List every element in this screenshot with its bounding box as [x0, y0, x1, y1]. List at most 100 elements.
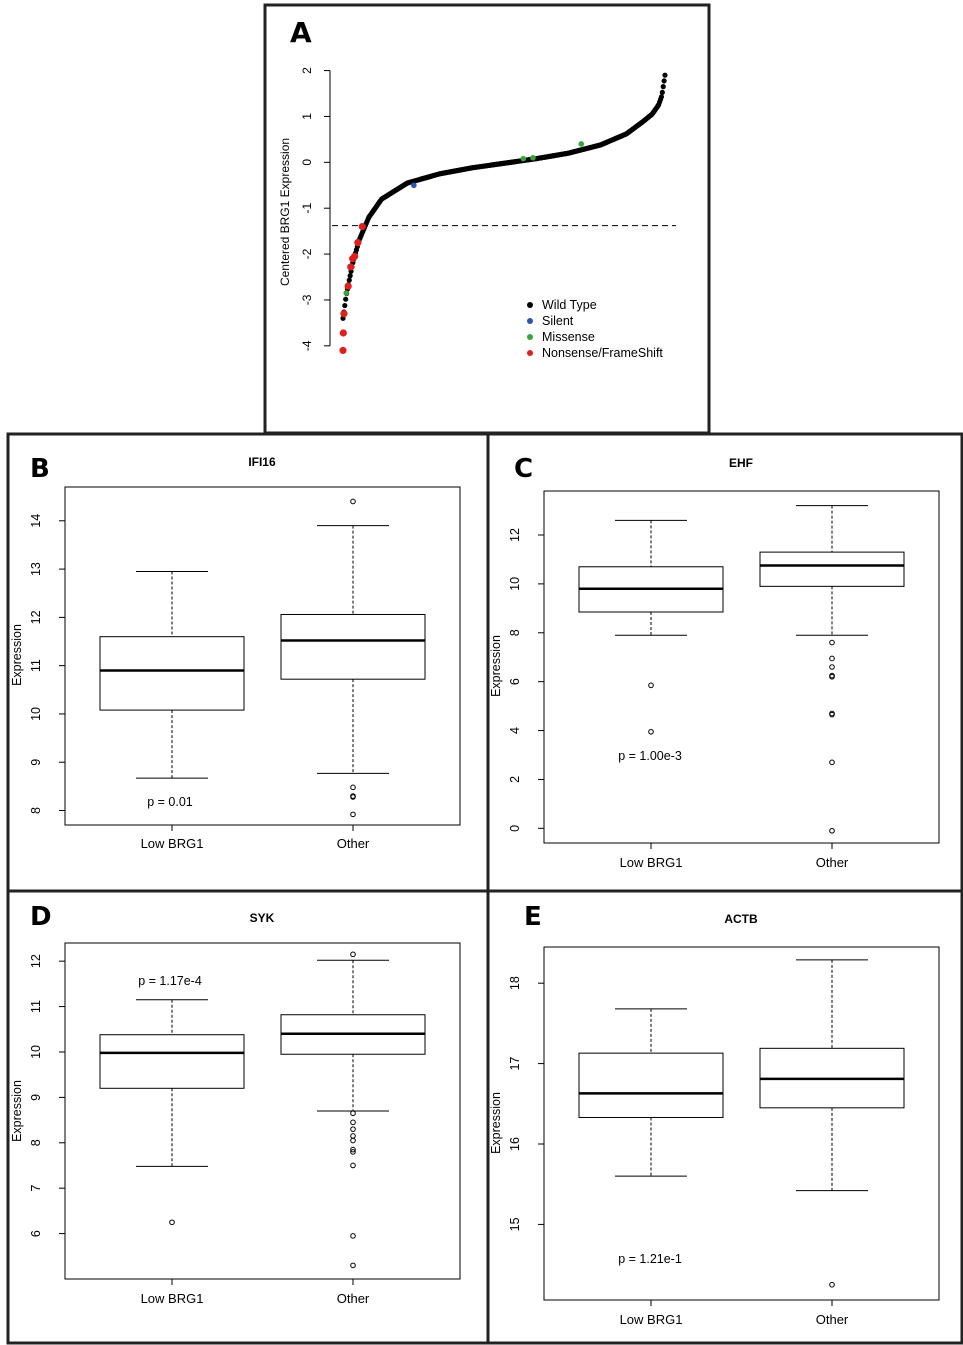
legend-missense-label: Missense — [542, 330, 595, 344]
legend-nonsense-label: Nonsense/FrameShift — [542, 346, 663, 360]
legend-silent-label: Silent — [542, 314, 574, 328]
panel-a-ylabel: Centered BRG1 Expression — [278, 138, 292, 286]
panel-c-ylabel: Expression — [489, 635, 503, 697]
panel-a-nonsense-frameshift-point — [347, 263, 355, 271]
panel-d-xtick-label: Low BRG1 — [141, 1291, 204, 1306]
panel-a-missense-point — [343, 290, 350, 296]
panel-d-other-outlier — [350, 1133, 356, 1139]
panel-d-other-outlier — [350, 1137, 356, 1144]
panel-b-other-box — [280, 613, 426, 680]
panel-b-other-outlier — [350, 498, 356, 505]
panel-a-ytick-label: 1 — [300, 113, 314, 120]
panel-a-wild-type-point — [660, 84, 666, 90]
panel-b-ytick-label: 14 — [29, 514, 43, 528]
legend-missense-marker — [527, 334, 533, 340]
panel-d-letter: D — [30, 902, 52, 932]
panel-a-wild-type-point — [343, 296, 349, 302]
panel-d-other-outlier — [350, 1146, 356, 1153]
panel-a-ytick-label: 2 — [300, 67, 314, 74]
panel-b-ytick-label: 12 — [29, 610, 43, 624]
panel-a-ytick-label: 0 — [300, 159, 314, 166]
panel-e-low-brg1-box — [578, 1052, 724, 1118]
panel-a-wild-type-point — [661, 78, 667, 84]
panel-a-missense-point — [578, 141, 585, 147]
panel-c-other-box — [759, 551, 905, 587]
panel-d-low-brg1-box — [99, 1034, 245, 1089]
panel-d-title: SYK — [250, 911, 275, 925]
panel-c-ytick-label: 10 — [508, 577, 522, 591]
panel-c-ytick-label: 8 — [508, 629, 522, 636]
panel-a-letter: A — [290, 16, 312, 49]
panel-a-scatter-plot: Centered BRG1 Expression Wild Type Silen… — [278, 67, 676, 360]
panel-e-ytick-label: 15 — [508, 1217, 522, 1231]
panel-e-title: ACTB — [724, 912, 758, 926]
panel-d-plot-frame — [64, 942, 461, 1280]
panel-c-other-outlier — [829, 664, 835, 670]
panel-c-other-outlier — [829, 639, 835, 646]
panel-b-ytick-label: 8 — [29, 807, 43, 814]
panel-c-other-outlier — [829, 655, 835, 662]
panel-d-other-outlier — [350, 1162, 356, 1169]
panel-e-xtick-label: Low BRG1 — [620, 1312, 683, 1327]
panel-d-ytick-label: 11 — [29, 1000, 43, 1013]
panel-d-ytick-label: 9 — [29, 1094, 43, 1101]
panel-c-letter: C — [514, 454, 533, 484]
panel-c-ytick-label: 12 — [508, 528, 522, 542]
panel-b-pvalue: p = 0.01 — [147, 795, 193, 809]
panel-a-nonsense-frameshift-point — [350, 252, 359, 260]
panel-c-ytick-label: 6 — [508, 678, 522, 685]
panel-d-ytick-label: 6 — [29, 1230, 43, 1237]
panel-a-ytick-label: -3 — [300, 294, 314, 305]
panel-b-xtick-label: Other — [337, 836, 370, 851]
panel-a-ytick-label: -1 — [300, 203, 314, 214]
panel-b-other-outlier — [350, 811, 356, 818]
panel-d-pvalue: p = 1.17e-4 — [138, 974, 202, 988]
panel-a-wild-type-point — [347, 273, 353, 279]
panel-a-missense-point — [520, 155, 527, 162]
panel-e-plot-frame — [543, 946, 940, 1301]
panel-a-wild-type-point — [659, 89, 665, 95]
panel-e-other-outlier — [829, 1281, 835, 1288]
panel-d-other-outlier — [350, 1233, 356, 1239]
panel-e-ytick-label: 18 — [508, 976, 522, 990]
panel-b-low-brg1-box — [99, 636, 245, 711]
panel-a-wild-type-point — [342, 302, 348, 309]
panel-b-ytick-label: 11 — [29, 659, 43, 672]
panel-a-nonsense-frameshift-point — [344, 282, 352, 290]
panel-c-xtick-label: Other — [816, 855, 849, 870]
panel-c-other-outlier — [829, 759, 835, 766]
panel-d-xtick-label: Other — [337, 1291, 370, 1306]
panel-d-low-brg1-outlier — [169, 1219, 175, 1226]
panel-b-xtick-label: Low BRG1 — [141, 836, 204, 851]
panel-d-ylabel: Expression — [10, 1080, 24, 1142]
panel-c-low-brg1-outlier — [648, 728, 654, 735]
panel-d-ytick-label: 10 — [29, 1045, 43, 1059]
panel-c-low-brg1-outlier — [648, 682, 654, 689]
panel-a-nonsense-frameshift-point — [358, 222, 366, 231]
panel-b-plot-frame — [64, 486, 461, 826]
panel-e-ytick-label: 17 — [508, 1057, 522, 1071]
panel-c-pvalue: p = 1.00e-3 — [618, 749, 682, 763]
panel-a-ytick-label: -2 — [300, 248, 314, 259]
panel-c-ytick-label: 2 — [508, 776, 522, 783]
panel-e-pvalue: p = 1.21e-1 — [618, 1252, 682, 1266]
panel-a-ytick-label: -4 — [300, 340, 314, 351]
panel-a-nonsense-frameshift-point — [339, 329, 347, 337]
panel-b-other-outlier — [350, 794, 356, 800]
panel-d-ytick-label: 12 — [29, 954, 43, 968]
panel-a-wild-type-point — [346, 277, 352, 283]
panel-d-frame — [6, 889, 490, 1345]
panel-a-legend: Wild Type Silent Missense Nonsense/Frame… — [527, 298, 663, 360]
panel-a-silent-point — [411, 182, 417, 189]
panel-b-boxplot: IFI16 Expression p = 0.01 8 9 10 11 12 13 14 Lo… — [10, 455, 461, 851]
panel-e-xtick-label: Other — [816, 1312, 849, 1327]
panel-a-frame — [263, 3, 711, 435]
panel-d-other-outlier — [350, 1149, 356, 1155]
legend-silent-marker — [527, 318, 533, 324]
panel-b-ylabel: Expression — [10, 624, 24, 686]
panel-d-other-outlier — [350, 1262, 356, 1269]
panel-c-plot-frame — [543, 490, 940, 844]
panel-c-other-outlier — [829, 827, 835, 834]
panel-c-other-outlier — [829, 711, 835, 718]
